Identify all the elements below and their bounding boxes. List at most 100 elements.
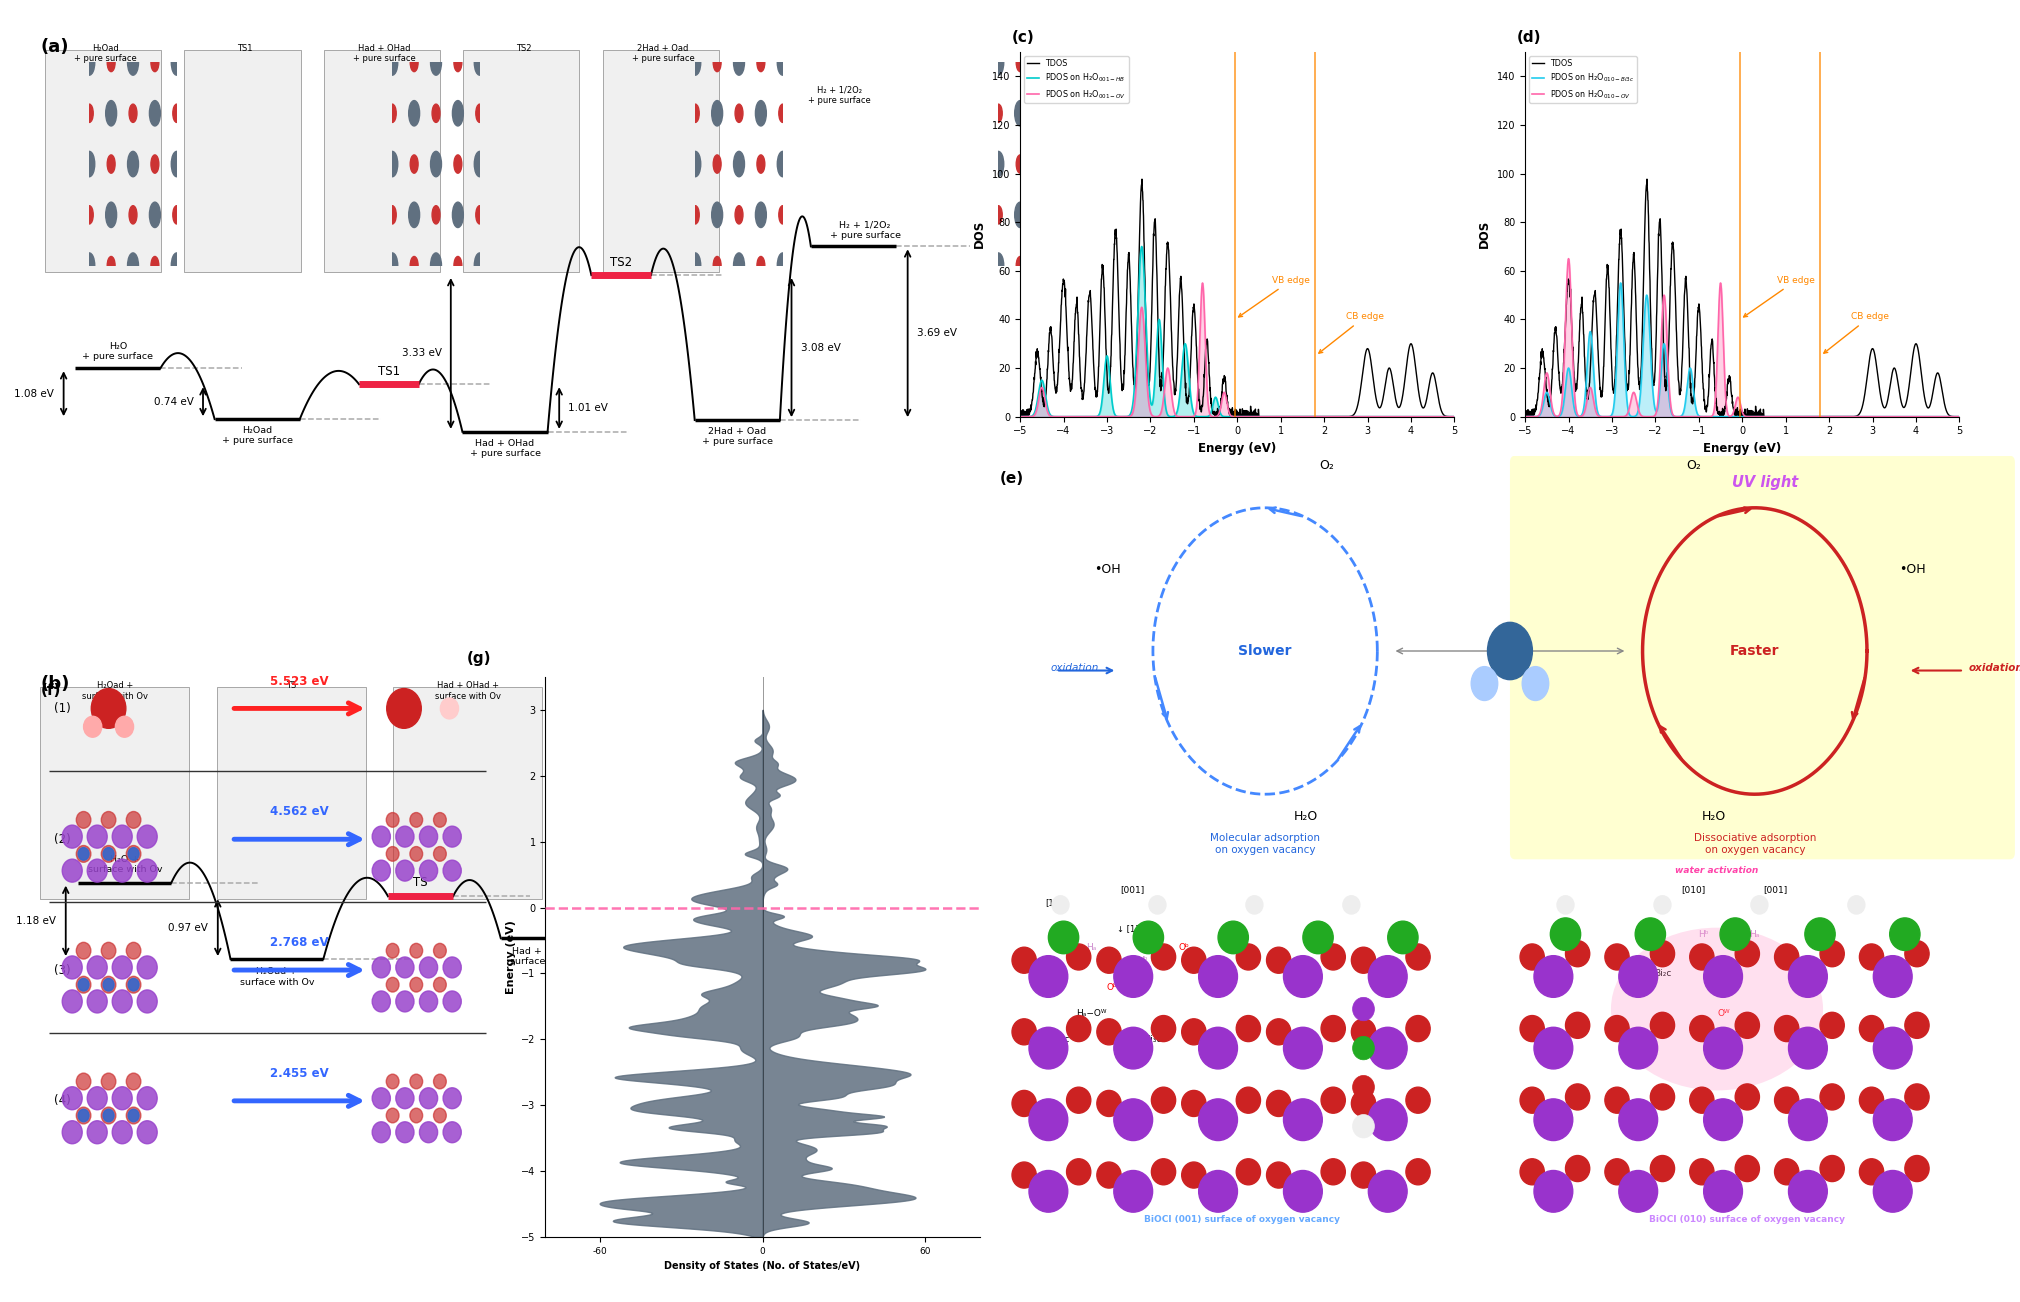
Text: TS1: TS1 bbox=[236, 44, 252, 53]
Circle shape bbox=[386, 846, 400, 861]
Circle shape bbox=[442, 991, 461, 1012]
Text: Bi: Bi bbox=[1386, 1004, 1394, 1014]
Circle shape bbox=[434, 1108, 446, 1122]
Text: 5.523 eV: 5.523 eV bbox=[271, 674, 329, 687]
Circle shape bbox=[735, 206, 743, 224]
Circle shape bbox=[1113, 1027, 1153, 1069]
Circle shape bbox=[372, 861, 390, 881]
Text: (d): (d) bbox=[1517, 30, 1541, 44]
Circle shape bbox=[1703, 1027, 1743, 1069]
PDOS on H₂O$_{010-OV}$ bbox=[1947, 409, 1972, 424]
Text: •OH: •OH bbox=[1899, 562, 1927, 575]
Circle shape bbox=[127, 845, 141, 862]
Legend: TDOS, PDOS on H₂O$_{010-Bi3c}$, PDOS on H₂O$_{010-OV}$: TDOS, PDOS on H₂O$_{010-Bi3c}$, PDOS on … bbox=[1529, 56, 1636, 103]
Text: •OH: •OH bbox=[1093, 562, 1121, 575]
Circle shape bbox=[63, 956, 83, 979]
Circle shape bbox=[1097, 1091, 1121, 1117]
PDOS on H₂O$_{010-OV}$ bbox=[1535, 366, 1559, 381]
Circle shape bbox=[1198, 1099, 1238, 1141]
Text: H₂Oad
+ pure surface: H₂Oad + pure surface bbox=[222, 426, 293, 445]
TDOS bbox=[1713, 400, 1737, 415]
PDOS on H₂O$_{010-OV}$ bbox=[1513, 409, 1537, 424]
TDOS bbox=[1513, 408, 1537, 423]
Circle shape bbox=[691, 104, 699, 122]
Circle shape bbox=[386, 944, 400, 958]
Text: 3.33 eV: 3.33 eV bbox=[402, 349, 442, 358]
Circle shape bbox=[1521, 1159, 1543, 1185]
FancyBboxPatch shape bbox=[216, 687, 366, 898]
Circle shape bbox=[1388, 922, 1418, 954]
PDOS on H₂O$_{010-OV}$ bbox=[1935, 409, 1959, 424]
Circle shape bbox=[388, 104, 396, 122]
Circle shape bbox=[1384, 49, 1394, 76]
Text: O₂: O₂ bbox=[1687, 458, 1701, 471]
Circle shape bbox=[1618, 1027, 1658, 1069]
Circle shape bbox=[1028, 1027, 1069, 1069]
FancyBboxPatch shape bbox=[463, 49, 580, 272]
Circle shape bbox=[1267, 1091, 1291, 1117]
PDOS on H₂O$_{001-OV}$ bbox=[1351, 409, 1376, 424]
TDOS bbox=[1254, 409, 1279, 424]
Circle shape bbox=[430, 253, 442, 279]
Circle shape bbox=[174, 206, 180, 224]
Text: O: O bbox=[1386, 1082, 1392, 1092]
PDOS on H₂O$_{010-Bi3c}$ bbox=[1935, 409, 1959, 424]
Circle shape bbox=[172, 253, 182, 279]
Circle shape bbox=[689, 49, 701, 76]
Line: PDOS on H₂O$_{010-Bi3c}$: PDOS on H₂O$_{010-Bi3c}$ bbox=[1525, 283, 1959, 417]
Text: (a): (a) bbox=[40, 38, 69, 56]
Circle shape bbox=[129, 104, 137, 122]
Circle shape bbox=[388, 206, 396, 224]
Circle shape bbox=[386, 1108, 400, 1122]
TDOS bbox=[1220, 406, 1244, 422]
Circle shape bbox=[1182, 1161, 1206, 1187]
Text: CB edge: CB edge bbox=[1824, 312, 1889, 353]
Circle shape bbox=[79, 978, 89, 991]
Line: TDOS: TDOS bbox=[1525, 180, 1959, 417]
Circle shape bbox=[105, 100, 117, 126]
Circle shape bbox=[778, 253, 788, 279]
Circle shape bbox=[1038, 104, 1046, 122]
Circle shape bbox=[87, 825, 107, 848]
Text: H₂O
+ pure surface: H₂O + pure surface bbox=[83, 342, 154, 362]
PDOS on H₂O$_{001-HB}$ bbox=[1430, 409, 1454, 424]
PDOS on H₂O$_{010-OV}$ bbox=[1725, 392, 1749, 408]
Circle shape bbox=[733, 253, 745, 279]
Circle shape bbox=[1218, 922, 1248, 954]
Text: 2Had +
pure surface: 2Had + pure surface bbox=[644, 961, 703, 980]
TDOS bbox=[1208, 400, 1232, 415]
Circle shape bbox=[420, 1087, 438, 1109]
Circle shape bbox=[87, 859, 107, 883]
Circle shape bbox=[386, 689, 422, 728]
Circle shape bbox=[1267, 948, 1291, 974]
Circle shape bbox=[396, 991, 414, 1012]
Circle shape bbox=[87, 1121, 107, 1143]
Text: [001]: [001] bbox=[1121, 885, 1145, 894]
Circle shape bbox=[77, 811, 91, 828]
Circle shape bbox=[1606, 1159, 1630, 1185]
Circle shape bbox=[1703, 956, 1743, 997]
PDOS on H₂O$_{010-Bi3c}$ bbox=[1535, 385, 1559, 401]
Circle shape bbox=[1236, 1159, 1260, 1185]
Circle shape bbox=[113, 1087, 131, 1109]
PDOS on H₂O$_{010-Bi3c}$ bbox=[1935, 409, 1959, 424]
Y-axis label: Energy (eV): Energy (eV) bbox=[505, 921, 515, 993]
Circle shape bbox=[1236, 1087, 1260, 1113]
Circle shape bbox=[1321, 1159, 1345, 1185]
X-axis label: Energy (eV): Energy (eV) bbox=[1703, 441, 1782, 454]
Circle shape bbox=[1521, 1016, 1543, 1042]
Circle shape bbox=[83, 716, 101, 737]
Circle shape bbox=[107, 53, 115, 72]
Circle shape bbox=[758, 155, 766, 173]
Circle shape bbox=[434, 978, 446, 992]
Circle shape bbox=[755, 202, 766, 228]
PDOS on H₂O$_{010-Bi3c}$ bbox=[1947, 409, 1972, 424]
Circle shape bbox=[711, 100, 723, 126]
Circle shape bbox=[386, 1074, 400, 1088]
Circle shape bbox=[137, 956, 158, 979]
Circle shape bbox=[689, 151, 701, 177]
Circle shape bbox=[1364, 256, 1372, 275]
Circle shape bbox=[758, 256, 766, 275]
Circle shape bbox=[442, 957, 461, 978]
Circle shape bbox=[1691, 944, 1715, 970]
